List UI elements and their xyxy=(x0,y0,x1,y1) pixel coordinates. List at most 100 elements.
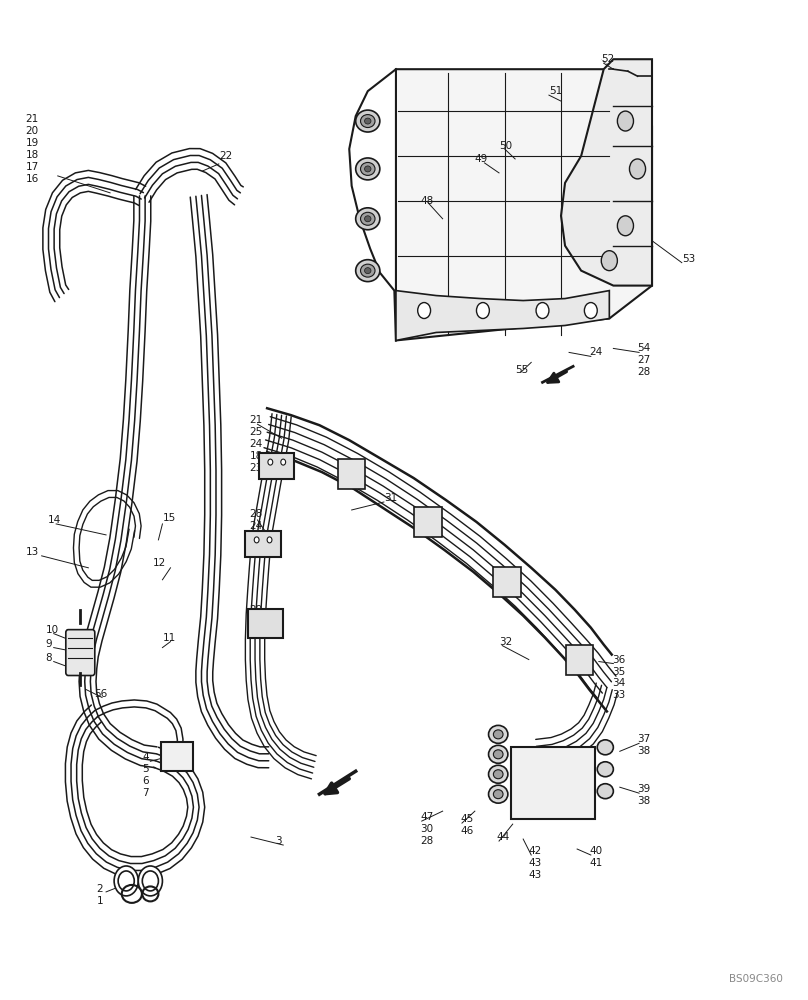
FancyBboxPatch shape xyxy=(248,609,284,638)
Text: 3: 3 xyxy=(276,836,282,846)
Text: 43: 43 xyxy=(528,870,542,880)
Text: 50: 50 xyxy=(499,141,512,151)
Circle shape xyxy=(268,459,273,465)
Polygon shape xyxy=(396,69,652,340)
Ellipse shape xyxy=(364,118,371,124)
FancyBboxPatch shape xyxy=(511,747,595,819)
Text: 17: 17 xyxy=(26,162,39,172)
Polygon shape xyxy=(561,59,652,286)
Text: 24: 24 xyxy=(250,521,263,531)
Text: 21: 21 xyxy=(250,415,263,425)
Ellipse shape xyxy=(356,208,380,230)
Text: 49: 49 xyxy=(475,154,488,164)
Text: 28: 28 xyxy=(420,836,433,846)
Text: 38: 38 xyxy=(638,796,650,806)
Circle shape xyxy=(138,866,162,896)
Text: 18: 18 xyxy=(26,150,39,160)
Text: 19: 19 xyxy=(26,138,39,148)
Text: 41: 41 xyxy=(589,858,603,868)
Text: 9: 9 xyxy=(46,639,53,649)
Text: 35: 35 xyxy=(612,667,625,677)
Text: 37: 37 xyxy=(638,734,650,744)
Circle shape xyxy=(477,303,490,319)
Circle shape xyxy=(281,459,286,465)
Text: 11: 11 xyxy=(162,633,175,643)
Text: 1: 1 xyxy=(96,896,103,906)
FancyBboxPatch shape xyxy=(65,630,95,676)
Text: 28: 28 xyxy=(250,629,263,639)
Ellipse shape xyxy=(364,166,371,172)
Text: 12: 12 xyxy=(153,558,166,568)
Ellipse shape xyxy=(360,115,375,128)
Circle shape xyxy=(255,537,259,543)
Ellipse shape xyxy=(494,730,503,739)
Text: 53: 53 xyxy=(682,254,695,264)
Text: 30: 30 xyxy=(250,617,263,627)
Text: 28: 28 xyxy=(250,509,263,519)
Ellipse shape xyxy=(364,216,371,222)
Ellipse shape xyxy=(360,264,375,277)
Ellipse shape xyxy=(489,725,508,743)
Ellipse shape xyxy=(597,740,613,755)
Text: 40: 40 xyxy=(589,846,602,856)
Text: 18: 18 xyxy=(250,451,263,461)
Circle shape xyxy=(418,303,431,319)
Text: 7: 7 xyxy=(142,788,149,798)
Text: 21: 21 xyxy=(26,114,39,124)
Text: 56: 56 xyxy=(94,689,107,699)
Text: 10: 10 xyxy=(46,625,59,635)
Circle shape xyxy=(118,871,134,891)
Text: 32: 32 xyxy=(499,637,512,647)
FancyBboxPatch shape xyxy=(494,567,521,597)
Ellipse shape xyxy=(489,745,508,763)
Ellipse shape xyxy=(494,770,503,779)
Text: 31: 31 xyxy=(384,493,397,503)
Text: 8: 8 xyxy=(46,653,53,663)
Text: 47: 47 xyxy=(420,812,433,822)
Text: 45: 45 xyxy=(461,814,473,824)
Text: 24: 24 xyxy=(250,439,263,449)
Circle shape xyxy=(584,303,597,319)
Text: 26: 26 xyxy=(250,545,263,555)
Text: 34: 34 xyxy=(612,678,625,688)
Text: 51: 51 xyxy=(549,86,562,96)
Text: BS09C360: BS09C360 xyxy=(729,974,782,984)
Text: 14: 14 xyxy=(48,515,61,525)
Circle shape xyxy=(536,303,549,319)
Text: 23: 23 xyxy=(250,463,263,473)
Text: 13: 13 xyxy=(26,547,39,557)
Text: 43: 43 xyxy=(528,858,542,868)
Text: 38: 38 xyxy=(638,746,650,756)
FancyBboxPatch shape xyxy=(566,645,593,675)
Ellipse shape xyxy=(360,162,375,175)
Ellipse shape xyxy=(356,260,380,282)
Ellipse shape xyxy=(356,110,380,132)
Text: 15: 15 xyxy=(162,513,175,523)
Text: 5: 5 xyxy=(142,764,149,774)
Text: 44: 44 xyxy=(497,832,510,842)
Text: 42: 42 xyxy=(528,846,542,856)
Ellipse shape xyxy=(364,268,371,274)
Text: 27: 27 xyxy=(638,355,650,365)
Circle shape xyxy=(142,871,158,891)
Text: 46: 46 xyxy=(461,826,473,836)
Ellipse shape xyxy=(360,212,375,225)
Ellipse shape xyxy=(489,785,508,803)
Text: 30: 30 xyxy=(420,824,433,834)
Circle shape xyxy=(617,111,633,131)
Text: 55: 55 xyxy=(516,365,528,375)
Circle shape xyxy=(601,251,617,271)
Text: 39: 39 xyxy=(638,784,650,794)
Text: 28: 28 xyxy=(638,367,650,377)
Text: 25: 25 xyxy=(250,427,263,437)
Text: 6: 6 xyxy=(142,776,149,786)
Text: 29: 29 xyxy=(250,605,263,615)
Ellipse shape xyxy=(356,158,380,180)
Text: 2: 2 xyxy=(96,884,103,894)
Text: 22: 22 xyxy=(219,151,232,161)
FancyBboxPatch shape xyxy=(338,459,365,489)
Text: 24: 24 xyxy=(589,347,603,357)
FancyBboxPatch shape xyxy=(246,531,281,557)
FancyBboxPatch shape xyxy=(415,507,442,537)
Circle shape xyxy=(629,159,646,179)
